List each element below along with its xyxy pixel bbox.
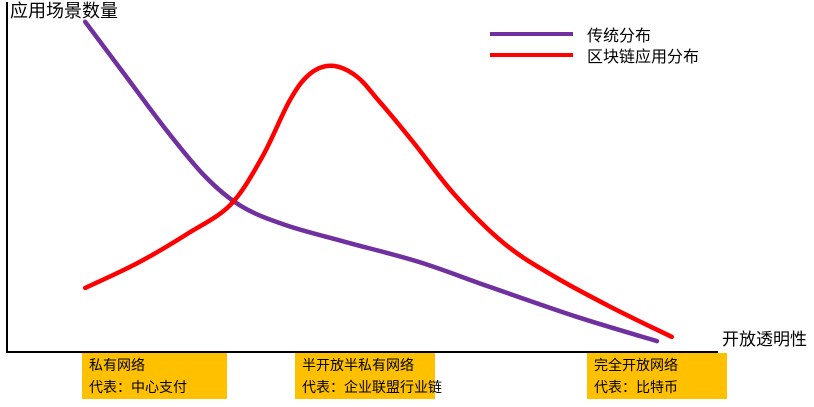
blockchain-distribution-curve (82, 63, 675, 340)
category-example: 代表：比特币 (594, 380, 678, 396)
x-axis-title: 开放透明性 (722, 330, 807, 350)
legend-label-blockchain: 区块链应用分布 (587, 46, 700, 66)
category-label-private-network: 私有网络 代表：中心支付 (82, 353, 227, 399)
category-title: 完全开放网络 (594, 358, 678, 374)
category-title: 半开放半私有网络 (302, 358, 414, 374)
legend-line-traditional-icon (490, 31, 573, 36)
category-label-semi-open-network: 半开放半私有网络 代表：企业联盟行业链 (295, 353, 442, 399)
category-example: 代表：中心支付 (89, 380, 187, 396)
legend-item-traditional: 传统分布 (490, 23, 699, 45)
category-example: 代表：企业联盟行业链 (302, 380, 442, 396)
legend-label-traditional: 传统分布 (587, 25, 652, 45)
traditional-distribution-curve (82, 19, 660, 344)
category-label-fully-open-network: 完全开放网络 代表：比特币 (587, 353, 727, 399)
legend-item-blockchain: 区块链应用分布 (490, 44, 700, 66)
y-axis-title: 应用场景数量 (10, 1, 118, 22)
legend: 传统分布 区块链应用分布 (490, 23, 700, 66)
category-title: 私有网络 (89, 358, 145, 374)
legend-line-blockchain-icon (490, 52, 573, 57)
